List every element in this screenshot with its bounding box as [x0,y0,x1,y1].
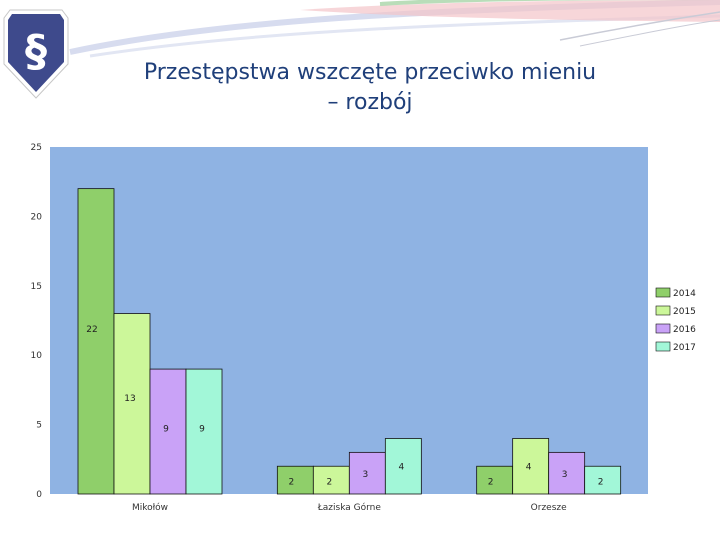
legend: 2014 2015 2016 2017 [655,287,696,353]
y-tick-label: 20 [31,212,43,222]
bar-2015-2 [312,465,350,495]
bar-2016-1 [149,368,187,495]
title-line-2: – rozbój [327,90,413,115]
bar-2017-3 [584,465,622,495]
y-axis: 0 5 10 15 20 25 [31,143,43,500]
bar-2015-3 [512,438,550,495]
legend-swatch [655,287,671,298]
bar-2014-3 [476,465,514,495]
legend-swatch [655,323,671,334]
bar-2014-1 [77,188,115,495]
header-banner-decoration [69,0,720,58]
page-title: Przestępstwa wszczęte przeciwko mieniu –… [100,58,640,118]
legend-swatch [655,341,671,352]
data-label: 4 [526,462,532,472]
legend-label: 2017 [673,343,696,353]
y-tick-label: 15 [31,282,42,292]
y-tick-label: 25 [31,143,42,153]
legend-label: 2015 [673,307,696,317]
y-tick-label: 5 [36,421,42,431]
data-label: 2 [598,478,604,488]
bar-2016-2 [348,451,386,495]
legend-label: 2016 [673,325,696,335]
data-label: 2 [326,478,332,488]
bars [77,188,622,495]
section-sign-icon: § [25,26,47,77]
x-category-label: Orzesze [531,503,567,513]
bar-2017-2 [384,438,422,495]
bar-2015-1 [113,313,151,495]
y-tick-label: 0 [36,490,42,500]
shield-icon [8,14,64,92]
data-label: 22 [86,325,97,335]
bar-2016-3 [548,451,586,495]
legend-swatch [655,305,671,316]
y-tick-label: 10 [31,351,43,361]
bar-2014-2 [276,465,314,495]
data-label: 13 [124,394,135,404]
x-category-label: Łaziska Górne [317,502,382,513]
data-label: 3 [562,470,568,480]
data-label: 9 [199,424,205,434]
data-label: 3 [362,470,368,480]
data-label: 2 [488,478,494,488]
bar-2017-1 [185,368,223,495]
legend-label: 2014 [673,289,696,299]
data-label: 9 [163,424,169,434]
x-category-label: Mikołów [132,502,168,513]
x-axis-category-labels: Mikołów Łaziska Górne Orzesze [132,502,567,513]
data-label: 2 [288,478,294,488]
data-label: 4 [398,462,404,472]
section-sign-logo: § [2,6,70,102]
title-line-1: Przestępstwa wszczęte przeciwko mieniu [143,60,597,85]
